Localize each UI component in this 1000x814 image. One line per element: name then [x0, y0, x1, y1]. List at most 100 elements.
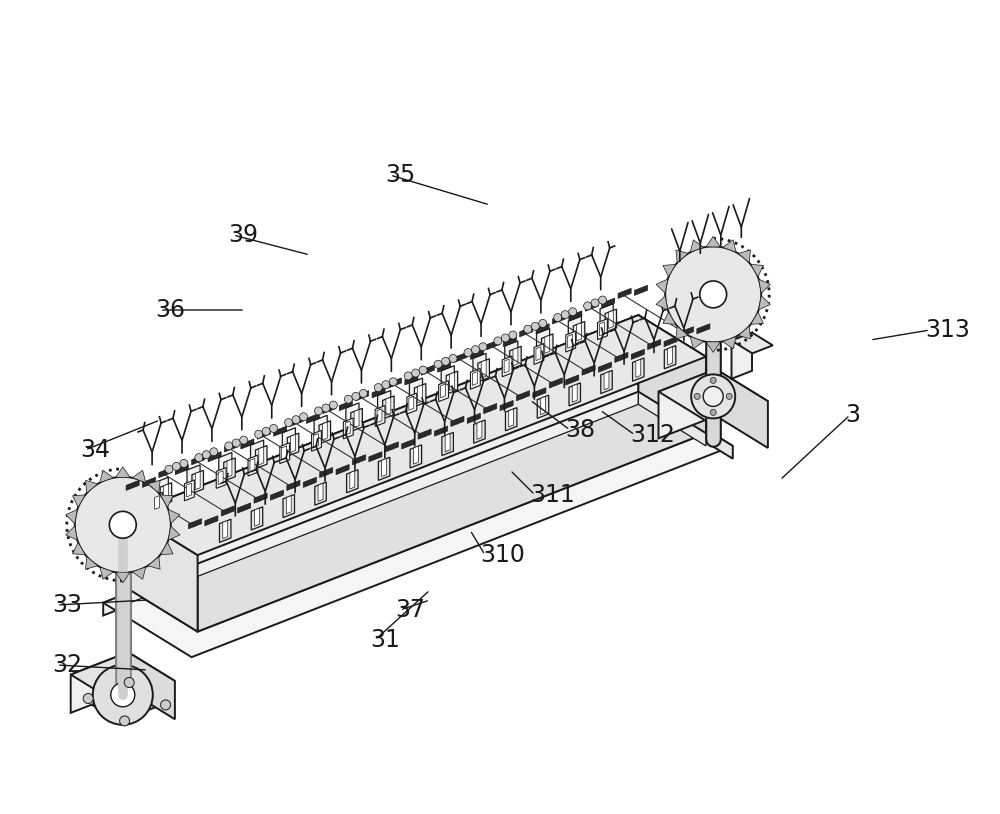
Polygon shape	[668, 345, 681, 372]
Polygon shape	[383, 396, 394, 419]
Polygon shape	[599, 322, 604, 336]
Polygon shape	[314, 434, 318, 448]
Polygon shape	[648, 339, 661, 350]
Polygon shape	[282, 427, 295, 454]
Circle shape	[93, 665, 153, 724]
Circle shape	[464, 348, 472, 357]
Polygon shape	[534, 344, 544, 365]
Polygon shape	[130, 514, 198, 632]
Polygon shape	[219, 519, 231, 542]
Polygon shape	[505, 341, 518, 367]
Polygon shape	[241, 439, 254, 449]
Circle shape	[111, 683, 135, 707]
Polygon shape	[474, 420, 485, 443]
Polygon shape	[445, 432, 458, 458]
Polygon shape	[377, 409, 382, 422]
Polygon shape	[184, 480, 194, 501]
Polygon shape	[218, 470, 223, 484]
Polygon shape	[759, 295, 770, 309]
Circle shape	[314, 407, 322, 415]
Polygon shape	[402, 439, 415, 449]
Circle shape	[434, 361, 442, 368]
Polygon shape	[759, 279, 770, 293]
Polygon shape	[323, 404, 336, 414]
Polygon shape	[731, 333, 752, 379]
Circle shape	[270, 424, 278, 432]
Polygon shape	[731, 333, 773, 353]
Circle shape	[703, 387, 723, 406]
Circle shape	[700, 281, 727, 308]
Polygon shape	[354, 409, 359, 427]
Polygon shape	[356, 391, 369, 400]
Polygon shape	[509, 407, 522, 434]
Polygon shape	[658, 370, 768, 423]
Polygon shape	[716, 370, 768, 448]
Polygon shape	[375, 405, 385, 427]
Polygon shape	[446, 371, 458, 394]
Text: 3: 3	[845, 403, 860, 427]
Polygon shape	[405, 374, 418, 385]
Text: 32: 32	[52, 653, 82, 677]
Polygon shape	[224, 458, 235, 481]
Polygon shape	[536, 347, 541, 361]
Circle shape	[240, 436, 248, 444]
Polygon shape	[663, 265, 676, 277]
Polygon shape	[413, 444, 427, 470]
Polygon shape	[658, 370, 716, 439]
Polygon shape	[100, 567, 113, 580]
Polygon shape	[503, 336, 516, 347]
Circle shape	[262, 427, 270, 435]
Polygon shape	[187, 465, 200, 492]
Polygon shape	[414, 383, 426, 407]
Polygon shape	[198, 357, 706, 632]
Polygon shape	[280, 443, 290, 464]
Polygon shape	[441, 365, 454, 392]
Polygon shape	[345, 421, 350, 435]
Polygon shape	[132, 470, 146, 483]
Circle shape	[591, 299, 599, 307]
Polygon shape	[439, 381, 449, 401]
Circle shape	[120, 716, 130, 726]
Circle shape	[710, 378, 716, 383]
Polygon shape	[605, 309, 617, 332]
Polygon shape	[438, 362, 451, 372]
Polygon shape	[257, 429, 270, 440]
Polygon shape	[505, 408, 517, 431]
Polygon shape	[369, 452, 382, 462]
Polygon shape	[372, 387, 385, 398]
Polygon shape	[350, 470, 355, 489]
Polygon shape	[221, 505, 234, 516]
Polygon shape	[314, 415, 327, 442]
Circle shape	[419, 366, 427, 374]
Circle shape	[352, 392, 360, 400]
Circle shape	[75, 477, 171, 573]
Polygon shape	[676, 326, 688, 339]
Polygon shape	[601, 370, 612, 394]
Circle shape	[292, 416, 300, 423]
Circle shape	[210, 448, 218, 456]
Polygon shape	[188, 519, 202, 529]
Polygon shape	[409, 378, 423, 405]
Polygon shape	[238, 503, 251, 513]
Polygon shape	[352, 455, 366, 465]
Polygon shape	[336, 465, 349, 475]
Polygon shape	[418, 385, 423, 403]
Circle shape	[726, 393, 732, 400]
Polygon shape	[706, 236, 720, 247]
Polygon shape	[636, 359, 641, 378]
Polygon shape	[470, 349, 484, 360]
Circle shape	[471, 346, 479, 353]
Polygon shape	[116, 572, 130, 583]
Polygon shape	[598, 362, 612, 372]
Polygon shape	[350, 470, 363, 496]
Circle shape	[539, 319, 547, 327]
Polygon shape	[668, 347, 673, 365]
Circle shape	[449, 354, 457, 362]
Polygon shape	[537, 329, 550, 355]
Polygon shape	[751, 265, 763, 277]
Polygon shape	[168, 526, 180, 540]
Polygon shape	[510, 346, 521, 370]
Polygon shape	[407, 393, 417, 414]
Polygon shape	[577, 323, 581, 341]
Polygon shape	[155, 477, 168, 504]
